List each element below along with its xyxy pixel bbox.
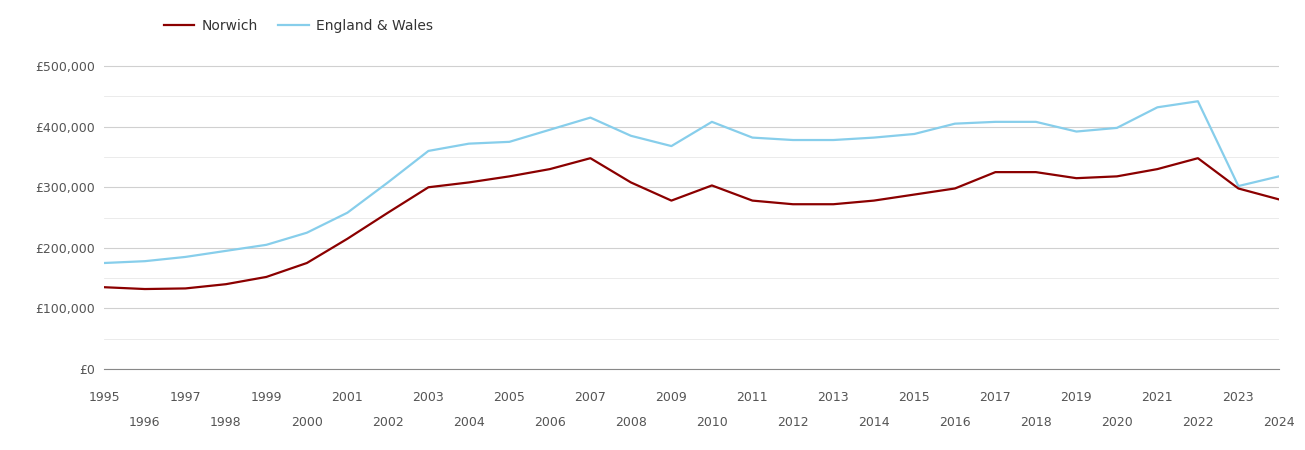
England & Wales — [137, 258, 153, 264]
Text: 2015: 2015 — [899, 391, 930, 404]
Norwich — [339, 236, 355, 242]
England & Wales — [1028, 119, 1044, 125]
England & Wales — [501, 139, 517, 144]
Norwich — [461, 180, 476, 185]
England & Wales — [542, 127, 557, 132]
Norwich — [1190, 156, 1206, 161]
Norwich — [786, 202, 801, 207]
Text: 1999: 1999 — [251, 391, 282, 404]
England & Wales — [1150, 104, 1165, 110]
England & Wales — [380, 180, 395, 185]
England & Wales — [218, 248, 234, 254]
Norwich — [947, 186, 963, 191]
Norwich — [988, 169, 1004, 175]
Text: 2008: 2008 — [615, 416, 647, 429]
England & Wales — [582, 115, 598, 120]
Text: 2009: 2009 — [655, 391, 688, 404]
Text: 2004: 2004 — [453, 416, 484, 429]
England & Wales — [1109, 125, 1125, 130]
Norwich — [1028, 169, 1044, 175]
Text: 2003: 2003 — [412, 391, 444, 404]
Norwich — [299, 260, 315, 265]
Norwich — [1231, 186, 1246, 191]
Text: 2023: 2023 — [1223, 391, 1254, 404]
England & Wales — [461, 141, 476, 146]
Text: 2005: 2005 — [493, 391, 526, 404]
Norwich — [218, 282, 234, 287]
Norwich — [1069, 176, 1084, 181]
Line: England & Wales: England & Wales — [104, 101, 1279, 263]
Norwich — [867, 198, 882, 203]
Text: 2013: 2013 — [818, 391, 850, 404]
England & Wales — [1190, 99, 1206, 104]
England & Wales — [907, 131, 923, 137]
Text: 2011: 2011 — [736, 391, 769, 404]
Norwich — [705, 183, 720, 188]
Norwich — [542, 166, 557, 172]
Text: 2024: 2024 — [1263, 416, 1295, 429]
Norwich — [380, 210, 395, 216]
England & Wales — [826, 137, 842, 143]
England & Wales — [745, 135, 761, 140]
Text: 2016: 2016 — [940, 416, 971, 429]
Norwich — [622, 180, 638, 185]
Norwich — [582, 156, 598, 161]
England & Wales — [988, 119, 1004, 125]
Norwich — [907, 192, 923, 197]
England & Wales — [867, 135, 882, 140]
England & Wales — [622, 133, 638, 139]
Norwich — [1109, 174, 1125, 179]
Text: 1997: 1997 — [170, 391, 201, 404]
Norwich — [1271, 197, 1287, 202]
Text: 2007: 2007 — [574, 391, 607, 404]
Text: 2018: 2018 — [1021, 416, 1052, 429]
Norwich — [420, 184, 436, 190]
Text: 2010: 2010 — [696, 416, 728, 429]
England & Wales — [947, 121, 963, 126]
Text: 2014: 2014 — [859, 416, 890, 429]
England & Wales — [1069, 129, 1084, 134]
Line: Norwich: Norwich — [104, 158, 1279, 289]
Text: 2012: 2012 — [776, 416, 809, 429]
Norwich — [137, 286, 153, 292]
England & Wales — [786, 137, 801, 143]
Text: 2001: 2001 — [331, 391, 363, 404]
Text: 1998: 1998 — [210, 416, 241, 429]
Text: 2020: 2020 — [1101, 416, 1133, 429]
England & Wales — [1231, 183, 1246, 189]
Text: 2021: 2021 — [1142, 391, 1173, 404]
Text: 1995: 1995 — [89, 391, 120, 404]
Norwich — [177, 286, 193, 291]
Norwich — [501, 174, 517, 179]
Norwich — [97, 284, 112, 290]
Norwich — [1150, 166, 1165, 172]
Norwich — [826, 202, 842, 207]
England & Wales — [420, 148, 436, 153]
Text: 2017: 2017 — [980, 391, 1011, 404]
England & Wales — [1271, 174, 1287, 179]
Norwich — [745, 198, 761, 203]
England & Wales — [258, 242, 274, 248]
Text: 2006: 2006 — [534, 416, 566, 429]
England & Wales — [663, 144, 679, 149]
Text: 2022: 2022 — [1182, 416, 1214, 429]
Text: 2019: 2019 — [1061, 391, 1092, 404]
Norwich — [258, 274, 274, 279]
England & Wales — [339, 210, 355, 216]
England & Wales — [177, 254, 193, 260]
Text: 2002: 2002 — [372, 416, 403, 429]
England & Wales — [705, 119, 720, 125]
Text: 2000: 2000 — [291, 416, 322, 429]
England & Wales — [97, 260, 112, 265]
Text: 1996: 1996 — [129, 416, 161, 429]
England & Wales — [299, 230, 315, 235]
Legend: Norwich, England & Wales: Norwich, England & Wales — [158, 14, 438, 39]
Norwich — [663, 198, 679, 203]
